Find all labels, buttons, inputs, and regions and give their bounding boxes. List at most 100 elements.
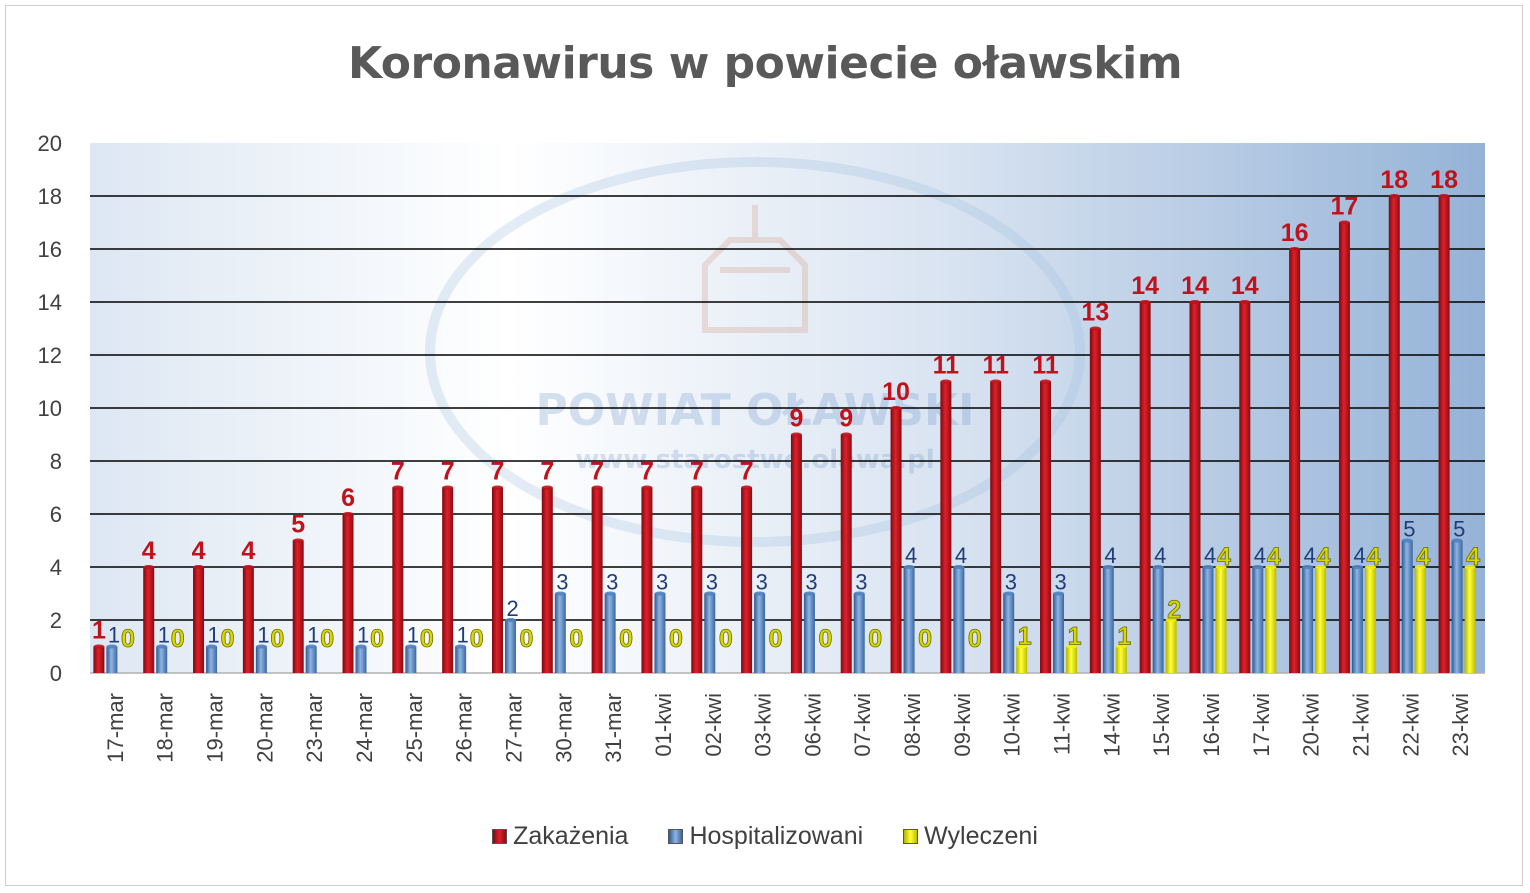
data-label-wyleczeni: 0 [619, 625, 633, 653]
legend-label-zakazenia: Zakażenia [513, 822, 629, 850]
data-label-zakazenia: 11 [933, 352, 960, 380]
bar-hospitalizowani [504, 620, 516, 673]
bar-cap-hospitalizowani [455, 644, 467, 649]
bar-hospitalizowani [554, 593, 566, 673]
data-label-zakazenia: 14 [1231, 272, 1259, 300]
bar-zakazenia [840, 434, 852, 673]
data-label-zakazenia: 7 [391, 458, 405, 486]
bar-wyleczeni [1115, 646, 1127, 673]
bar-zakazenia [242, 567, 254, 673]
y-tick-label: 10 [38, 396, 62, 421]
bar-cap-zakazenia [1089, 326, 1101, 331]
x-tick-label: 22-kwi [1398, 693, 1423, 757]
data-label-wyleczeni: 0 [320, 625, 334, 653]
bar-hospitalizowani [1451, 540, 1463, 673]
bar-hospitalizowani [206, 646, 218, 673]
bar-cap-zakazenia [1338, 220, 1350, 225]
data-label-hospitalizowani: 4 [1304, 543, 1316, 568]
bar-hospitalizowani [1053, 593, 1065, 673]
bars [93, 194, 1476, 673]
bar-cap-wyleczeni [1066, 644, 1078, 649]
bar-hospitalizowani [1401, 540, 1413, 673]
data-label-wyleczeni: 4 [1317, 543, 1331, 571]
bar-cap-hospitalizowani [355, 644, 367, 649]
bar-hospitalizowani [1252, 567, 1264, 673]
data-label-hospitalizowani: 1 [307, 623, 319, 648]
legend-item-wyleczeni: Wyleczeni [903, 822, 1038, 851]
x-tick-label: 11-kwi [1050, 693, 1075, 755]
bar-wyleczeni [1016, 646, 1028, 673]
data-label-zakazenia: 1 [92, 617, 106, 645]
y-tick-label: 4 [50, 555, 62, 580]
x-tick-label: 19-mar [203, 693, 228, 763]
x-tick-label: 09-kwi [950, 693, 975, 757]
data-label-hospitalizowani: 3 [855, 570, 867, 595]
bar-wyleczeni [1265, 567, 1277, 673]
bar-wyleczeni [1066, 646, 1078, 673]
bar-zakazenia [1089, 328, 1101, 673]
bar-cap-hospitalizowani [156, 644, 168, 649]
data-label-zakazenia: 7 [690, 458, 704, 486]
data-label-zakazenia: 4 [192, 537, 206, 565]
legend-swatch-hospitalizowani [668, 829, 684, 844]
data-label-hospitalizowani: 3 [656, 570, 668, 595]
y-tick-label: 0 [50, 661, 62, 686]
data-label-zakazenia: 16 [1281, 219, 1309, 247]
x-tick-label: 27-mar [501, 693, 526, 763]
bar-zakazenia [1239, 302, 1251, 673]
bar-cap-zakazenia [890, 406, 902, 410]
y-axis: 0 2 4 6 8 10 12 14 16 18 20 [38, 131, 62, 686]
data-label-wyleczeni: 1 [1018, 623, 1032, 651]
data-label-hospitalizowani: 5 [1453, 517, 1465, 542]
x-tick-label: 17-mar [103, 693, 128, 763]
data-label-zakazenia: 18 [1430, 166, 1458, 194]
bar-cap-hospitalizowani [1152, 565, 1164, 569]
data-label-hospitalizowani: 2 [506, 596, 518, 621]
data-label-wyleczeni: 0 [818, 625, 832, 653]
data-label-zakazenia: 7 [740, 458, 754, 486]
data-label-wyleczeni: 0 [868, 625, 882, 653]
bar-hospitalizowani [1152, 567, 1164, 673]
x-tick-label: 25-mar [402, 693, 427, 763]
bar-cap-hospitalizowani [754, 591, 766, 596]
bar-hospitalizowani [156, 646, 168, 673]
bar-cap-zakazenia [840, 432, 852, 437]
x-tick-label: 10-kwi [1000, 693, 1025, 757]
bar-cap-hospitalizowani [1351, 565, 1363, 569]
y-tick-label: 6 [50, 502, 62, 527]
x-tick-label: 20-mar [252, 693, 277, 763]
bar-hospitalizowani [255, 646, 267, 673]
bar-wyleczeni [1215, 567, 1227, 673]
x-tick-label: 20-kwi [1299, 693, 1324, 757]
data-label-hospitalizowani: 3 [805, 570, 817, 595]
data-label-zakazenia: 7 [491, 458, 505, 486]
y-tick-label: 14 [38, 290, 62, 315]
x-tick-label: 14-kwi [1099, 693, 1124, 757]
bar-cap-hospitalizowani [654, 591, 666, 596]
data-label-hospitalizowani: 4 [1254, 543, 1266, 568]
bar-cap-hospitalizowani [255, 644, 267, 649]
y-tick-label: 2 [50, 608, 62, 633]
data-label-wyleczeni: 0 [769, 625, 783, 653]
bar-zakazenia [193, 567, 205, 673]
watermark-url: www.starostwo.olawa.pl [575, 445, 934, 475]
bar-cap-zakazenia [392, 485, 404, 490]
bar-cap-hospitalizowani [206, 644, 218, 649]
y-tick-label: 18 [38, 184, 62, 209]
bar-zakazenia [491, 487, 503, 673]
data-label-hospitalizowani: 3 [706, 570, 718, 595]
data-label-zakazenia: 17 [1331, 193, 1359, 221]
data-label-wyleczeni: 0 [918, 625, 932, 653]
legend: Zakażenia Hospitalizowani Wyleczeni [0, 822, 1530, 851]
bar-cap-zakazenia [292, 538, 304, 543]
bar-cap-hospitalizowani [1053, 591, 1065, 596]
bar-cap-zakazenia [691, 485, 703, 490]
bar-hospitalizowani [953, 567, 965, 673]
bar-cap-zakazenia [143, 565, 155, 569]
bar-zakazenia [541, 487, 553, 673]
bar-cap-hospitalizowani [1401, 538, 1413, 543]
bar-cap-hospitalizowani [1202, 565, 1214, 569]
bar-zakazenia [392, 487, 404, 673]
x-tick-label: 15-kwi [1149, 693, 1174, 757]
